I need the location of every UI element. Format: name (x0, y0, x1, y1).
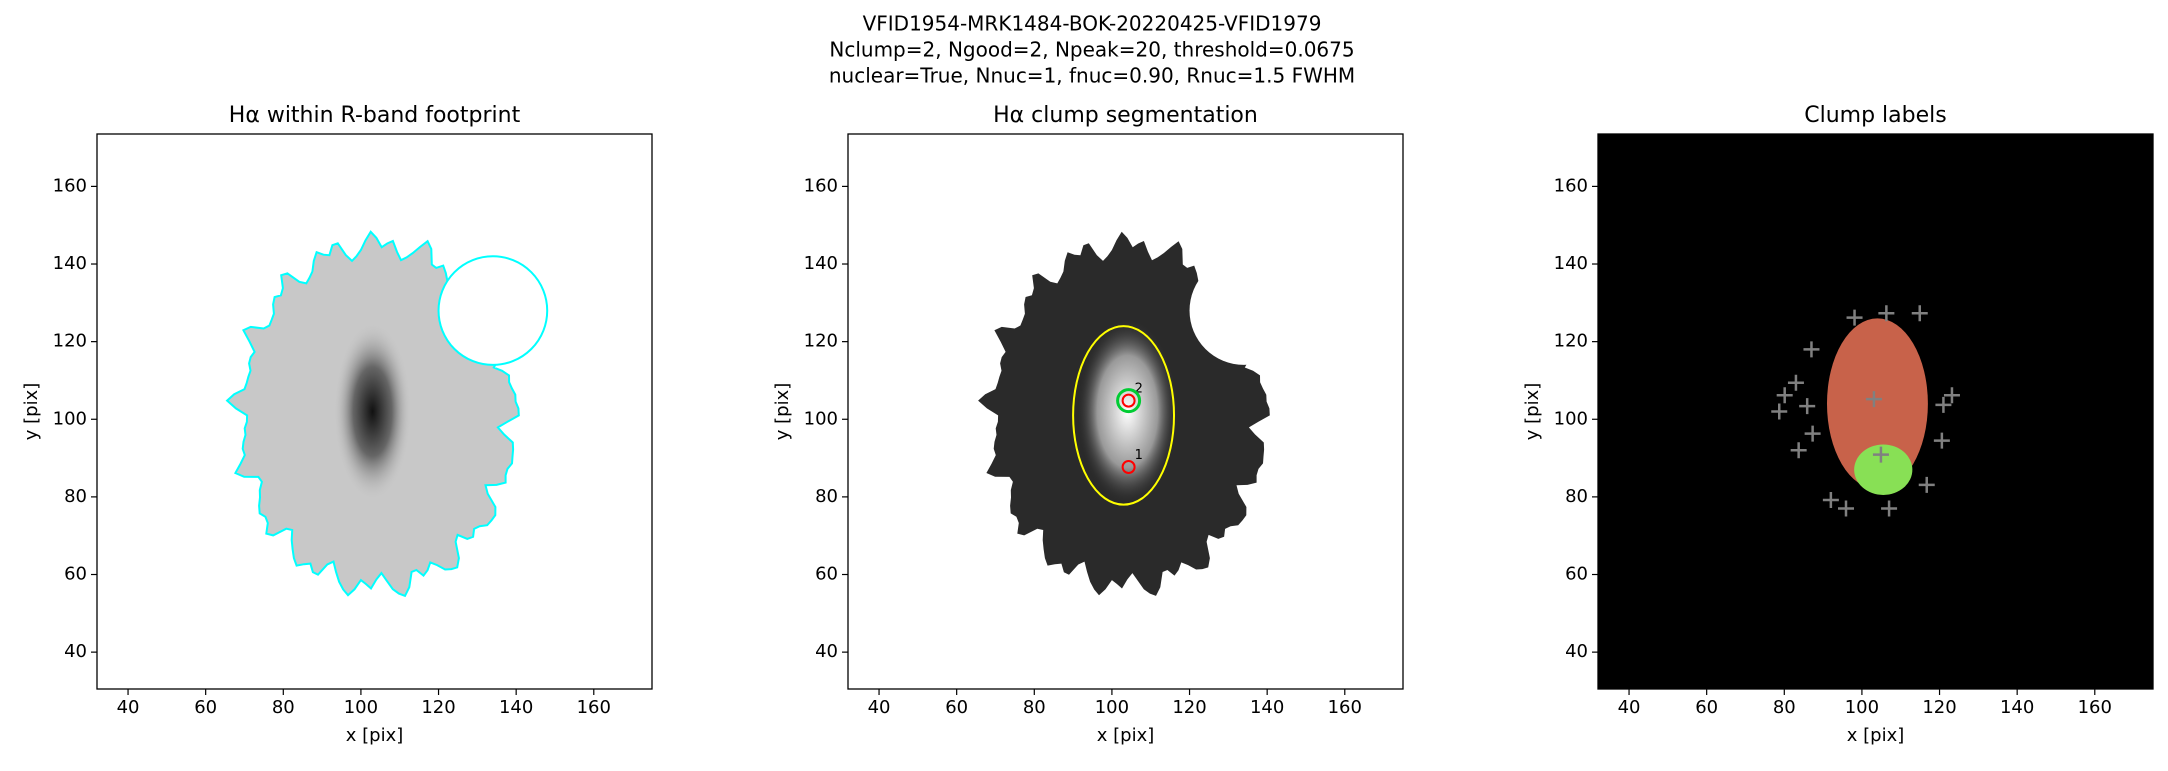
threshold-contour (1072, 325, 1176, 506)
y-tick-label: 40 (815, 641, 838, 662)
y-tick-label: 120 (1554, 331, 1588, 352)
y-tick-label: 100 (1554, 408, 1588, 429)
axes-frame (96, 133, 653, 690)
peak-marker (1881, 500, 1898, 517)
image (97, 134, 652, 689)
panel-title: Clump labels (1804, 103, 1946, 128)
y-tick-label: 160 (53, 175, 87, 196)
x-tick-label: 120 (1172, 697, 1206, 718)
peak-marker (1918, 476, 1935, 493)
y-tick-label: 80 (64, 486, 87, 507)
panel: 40 60 80 100 120 140 160 40 60 80 100 120 140 160 Clum… (1522, 103, 2154, 746)
y-tick-label: 40 (64, 641, 87, 662)
x-tick-label: 120 (421, 697, 455, 718)
x-tick-label: 140 (2000, 697, 2034, 718)
x-tick-label: 60 (945, 697, 968, 718)
clump-region (1854, 444, 1913, 495)
x-axis-label: x [pix] (1097, 725, 1155, 746)
clump-label: 1 (1135, 448, 1143, 463)
y-tick-label: 60 (815, 564, 838, 585)
peak-marker (1872, 446, 1889, 463)
peak-marker (1804, 425, 1821, 442)
y-tick-label: 140 (804, 253, 838, 274)
x-tick-label: 140 (1250, 697, 1284, 718)
y-tick-label: 160 (1554, 175, 1588, 196)
y-tick-label: 120 (53, 331, 87, 352)
y-axis-label: y [pix] (772, 383, 793, 441)
peak-marker (1776, 387, 1793, 404)
y-axis-label: y [pix] (21, 383, 42, 441)
footprint-bite (1189, 256, 1299, 365)
clump-region (1826, 318, 1928, 490)
clump-marker (1121, 460, 1136, 474)
peak-marker (1838, 500, 1854, 517)
footprint-contour (225, 230, 520, 598)
y-tick-label: 100 (53, 408, 87, 429)
peak-marker (1787, 374, 1804, 391)
x-axis-label: x [pix] (1847, 725, 1905, 746)
peak-marker (1799, 398, 1816, 415)
footprint-bite (437, 255, 549, 366)
peak-marker (1878, 305, 1895, 322)
x-tick-label: 160 (577, 697, 611, 718)
peak-marker (1822, 491, 1839, 508)
suptitle-line: VFID1954-MRK1484-BOK-20220425-VFID1979 (863, 12, 1322, 36)
suptitle-line: Nclump=2, Ngood=2, Npeak=20, threshold=0… (829, 38, 1354, 62)
x-tick-label: 160 (1328, 697, 1362, 718)
peak-marker (1943, 387, 1960, 404)
y-tick-label: 140 (1554, 253, 1588, 274)
y-tick-label: 40 (1565, 641, 1588, 662)
panel: 40 60 80 100 120 140 160 40 60 80 100 120 140 160 Hα w… (21, 103, 653, 746)
image (1598, 134, 2153, 689)
suptitle-line: nuclear=True, Nnuc=1, fnuc=0.90, Rnuc=1.… (829, 64, 1355, 88)
axes-frame (1597, 133, 2154, 690)
y-axis-label: y [pix] (1522, 383, 1543, 441)
x-tick-label: 140 (499, 697, 533, 718)
peak-marker (1846, 309, 1863, 326)
y-tick-label: 100 (804, 408, 838, 429)
y-tick-label: 140 (53, 253, 87, 274)
peak-marker (1935, 396, 1952, 413)
x-tick-label: 100 (1845, 697, 1879, 718)
peak-marker (1803, 341, 1820, 358)
x-tick-label: 40 (117, 697, 140, 718)
y-tick-label: 120 (804, 331, 838, 352)
clump-label: 2 (1135, 382, 1143, 397)
clump-marker (1121, 393, 1136, 408)
x-tick-label: 80 (272, 697, 295, 718)
y-tick-label: 160 (804, 175, 838, 196)
panel-title: Hα clump segmentation (993, 103, 1258, 128)
nucleus-marker (1116, 388, 1142, 414)
x-tick-label: 160 (2078, 697, 2112, 718)
peak-marker (1865, 391, 1882, 408)
x-tick-label: 80 (1773, 697, 1796, 718)
x-tick-label: 60 (1695, 697, 1718, 718)
image: 12 (848, 134, 1403, 689)
y-tick-label: 60 (64, 564, 87, 585)
peak-marker (1933, 432, 1950, 449)
x-tick-label: 40 (868, 697, 891, 718)
x-tick-label: 120 (1922, 697, 1956, 718)
y-tick-label: 80 (815, 486, 838, 507)
x-axis-label: x [pix] (346, 725, 404, 746)
x-tick-label: 100 (1095, 697, 1129, 718)
y-tick-label: 80 (1565, 486, 1588, 507)
x-tick-label: 80 (1023, 697, 1046, 718)
peak-marker (1771, 403, 1788, 420)
galaxy-core (333, 322, 412, 501)
x-tick-label: 60 (194, 697, 217, 718)
x-tick-label: 100 (344, 697, 378, 718)
y-tick-label: 60 (1565, 564, 1588, 585)
peak-marker (1790, 442, 1807, 459)
x-tick-label: 40 (1618, 697, 1641, 718)
panel-title: Hα within R-band footprint (229, 103, 521, 128)
peak-marker (1911, 305, 1928, 322)
axes-frame (847, 133, 1404, 690)
